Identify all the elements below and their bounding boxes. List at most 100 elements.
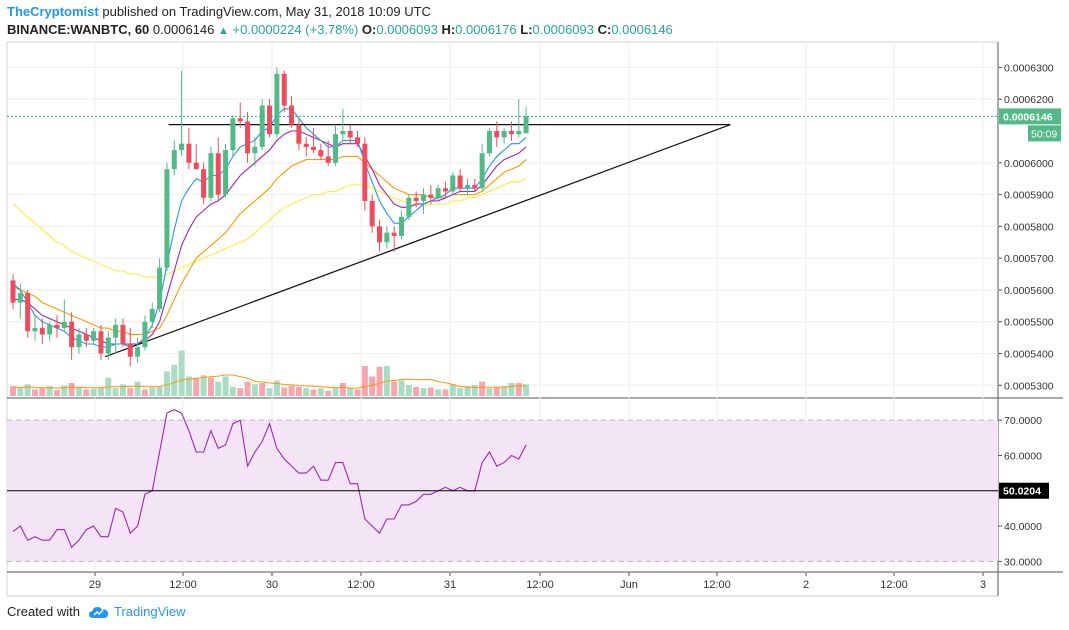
high-value: 0.0006176 xyxy=(455,22,517,37)
candle-body xyxy=(98,331,104,354)
candle-body xyxy=(25,293,31,332)
x-tick-label: 30 xyxy=(266,579,278,591)
volume-bar xyxy=(361,366,368,396)
candle-body xyxy=(428,194,434,198)
volume-bar xyxy=(127,388,134,396)
y-tick-label: 0.0006300 xyxy=(1004,62,1054,74)
candle-body xyxy=(157,267,163,309)
created-with-text: Created with xyxy=(7,604,80,619)
candle-body xyxy=(76,334,82,348)
volume-bar xyxy=(68,383,75,396)
volume-bar xyxy=(178,350,185,396)
volume-bar xyxy=(332,388,339,396)
volume-bar xyxy=(61,385,68,396)
candle-body xyxy=(333,134,339,163)
close-value: 0.0006146 xyxy=(611,22,673,37)
candle-body xyxy=(340,131,346,135)
volume-bar xyxy=(266,388,273,396)
author-link[interactable]: TheCryptomist xyxy=(7,4,99,19)
candle-body xyxy=(398,216,404,236)
volume-bar xyxy=(24,384,31,396)
candle-body xyxy=(186,143,192,163)
candle-body xyxy=(369,200,375,227)
candle-body xyxy=(223,150,229,195)
candle-body xyxy=(127,343,133,357)
volume-bar xyxy=(295,386,302,396)
candle-body xyxy=(442,188,448,192)
volume-bar xyxy=(149,387,156,396)
volume-bar xyxy=(398,380,405,396)
rsi-tick-label: 60.0000 xyxy=(1004,450,1042,462)
candle-body xyxy=(142,321,148,348)
last-price-tag xyxy=(999,108,1061,125)
x-tick-label: 31 xyxy=(444,579,456,591)
tradingview-logo[interactable]: TradingView xyxy=(88,604,186,619)
y-tick-label: 0.0006200 xyxy=(1004,94,1054,106)
candle-body xyxy=(245,121,251,154)
volume-bar xyxy=(464,386,471,396)
volume-bar xyxy=(523,384,530,396)
candle-body xyxy=(252,146,258,154)
volume-bar xyxy=(420,388,427,396)
volume-bar xyxy=(273,380,280,396)
volume-bar xyxy=(31,389,38,396)
volume-bar xyxy=(354,389,361,396)
countdown-tag xyxy=(1028,125,1061,142)
volume-bar xyxy=(244,381,251,396)
rsi-current-label: 50.0204 xyxy=(1003,486,1041,498)
y-tick-label: 0.0006000 xyxy=(1004,158,1054,170)
volume-bar xyxy=(413,386,420,396)
volume-bar xyxy=(486,388,493,396)
volume-bar xyxy=(325,390,332,396)
y-tick-label: 0.0005800 xyxy=(1004,221,1054,233)
candle-body xyxy=(479,153,485,189)
volume-bar xyxy=(288,385,295,396)
candle-body xyxy=(384,232,390,243)
open-value: 0.0006093 xyxy=(376,22,438,37)
volume-bar xyxy=(237,388,244,396)
volume-bar xyxy=(215,381,222,396)
high-label: H: xyxy=(441,22,456,37)
volume-bar xyxy=(229,386,236,396)
x-tick-label: 12:00 xyxy=(880,579,908,591)
volume-bar xyxy=(75,386,82,396)
volume-bar xyxy=(317,388,324,396)
candle-body xyxy=(215,153,221,195)
candle-body xyxy=(91,331,97,341)
volume-bar xyxy=(39,388,46,396)
candle-body xyxy=(61,321,67,329)
volume-bar xyxy=(193,377,200,396)
candle-body xyxy=(318,150,324,157)
y-tick-label: 0.0005500 xyxy=(1004,317,1054,329)
y-tick-label: 0.0005900 xyxy=(1004,190,1054,202)
symbol-label[interactable]: BINANCE:WANBTC, 60 xyxy=(7,22,150,37)
candle-body xyxy=(289,105,295,125)
volume-bar xyxy=(281,387,288,396)
volume-bar xyxy=(493,386,500,396)
candle-body xyxy=(508,131,514,135)
candle-body xyxy=(171,150,177,170)
open-label: O: xyxy=(361,22,377,37)
rsi-current-tag xyxy=(999,482,1049,499)
volume-bar xyxy=(90,388,97,396)
volume-bar xyxy=(200,375,207,396)
candle-body xyxy=(179,143,185,151)
candle-body xyxy=(259,105,265,147)
candle-body xyxy=(413,197,419,201)
low-label: L: xyxy=(520,22,533,37)
change-value: +0.0000224 (+3.78%) xyxy=(232,22,359,37)
candle-body xyxy=(406,197,412,217)
volume-bar xyxy=(376,366,383,396)
candle-body xyxy=(303,143,309,147)
x-tick-label: 29 xyxy=(89,579,101,591)
support-trendline[interactable] xyxy=(104,124,731,358)
tradingview-brand[interactable]: TradingView xyxy=(113,604,186,619)
x-tick-label: 3 xyxy=(980,579,986,591)
volume-bar xyxy=(310,389,317,396)
volume-bar xyxy=(369,376,376,396)
candle-body xyxy=(135,347,141,357)
rsi-tick-label: 40.0000 xyxy=(1004,521,1042,533)
publish-line: TheCryptomist published on TradingView.c… xyxy=(7,4,431,19)
candle-body xyxy=(267,105,273,135)
